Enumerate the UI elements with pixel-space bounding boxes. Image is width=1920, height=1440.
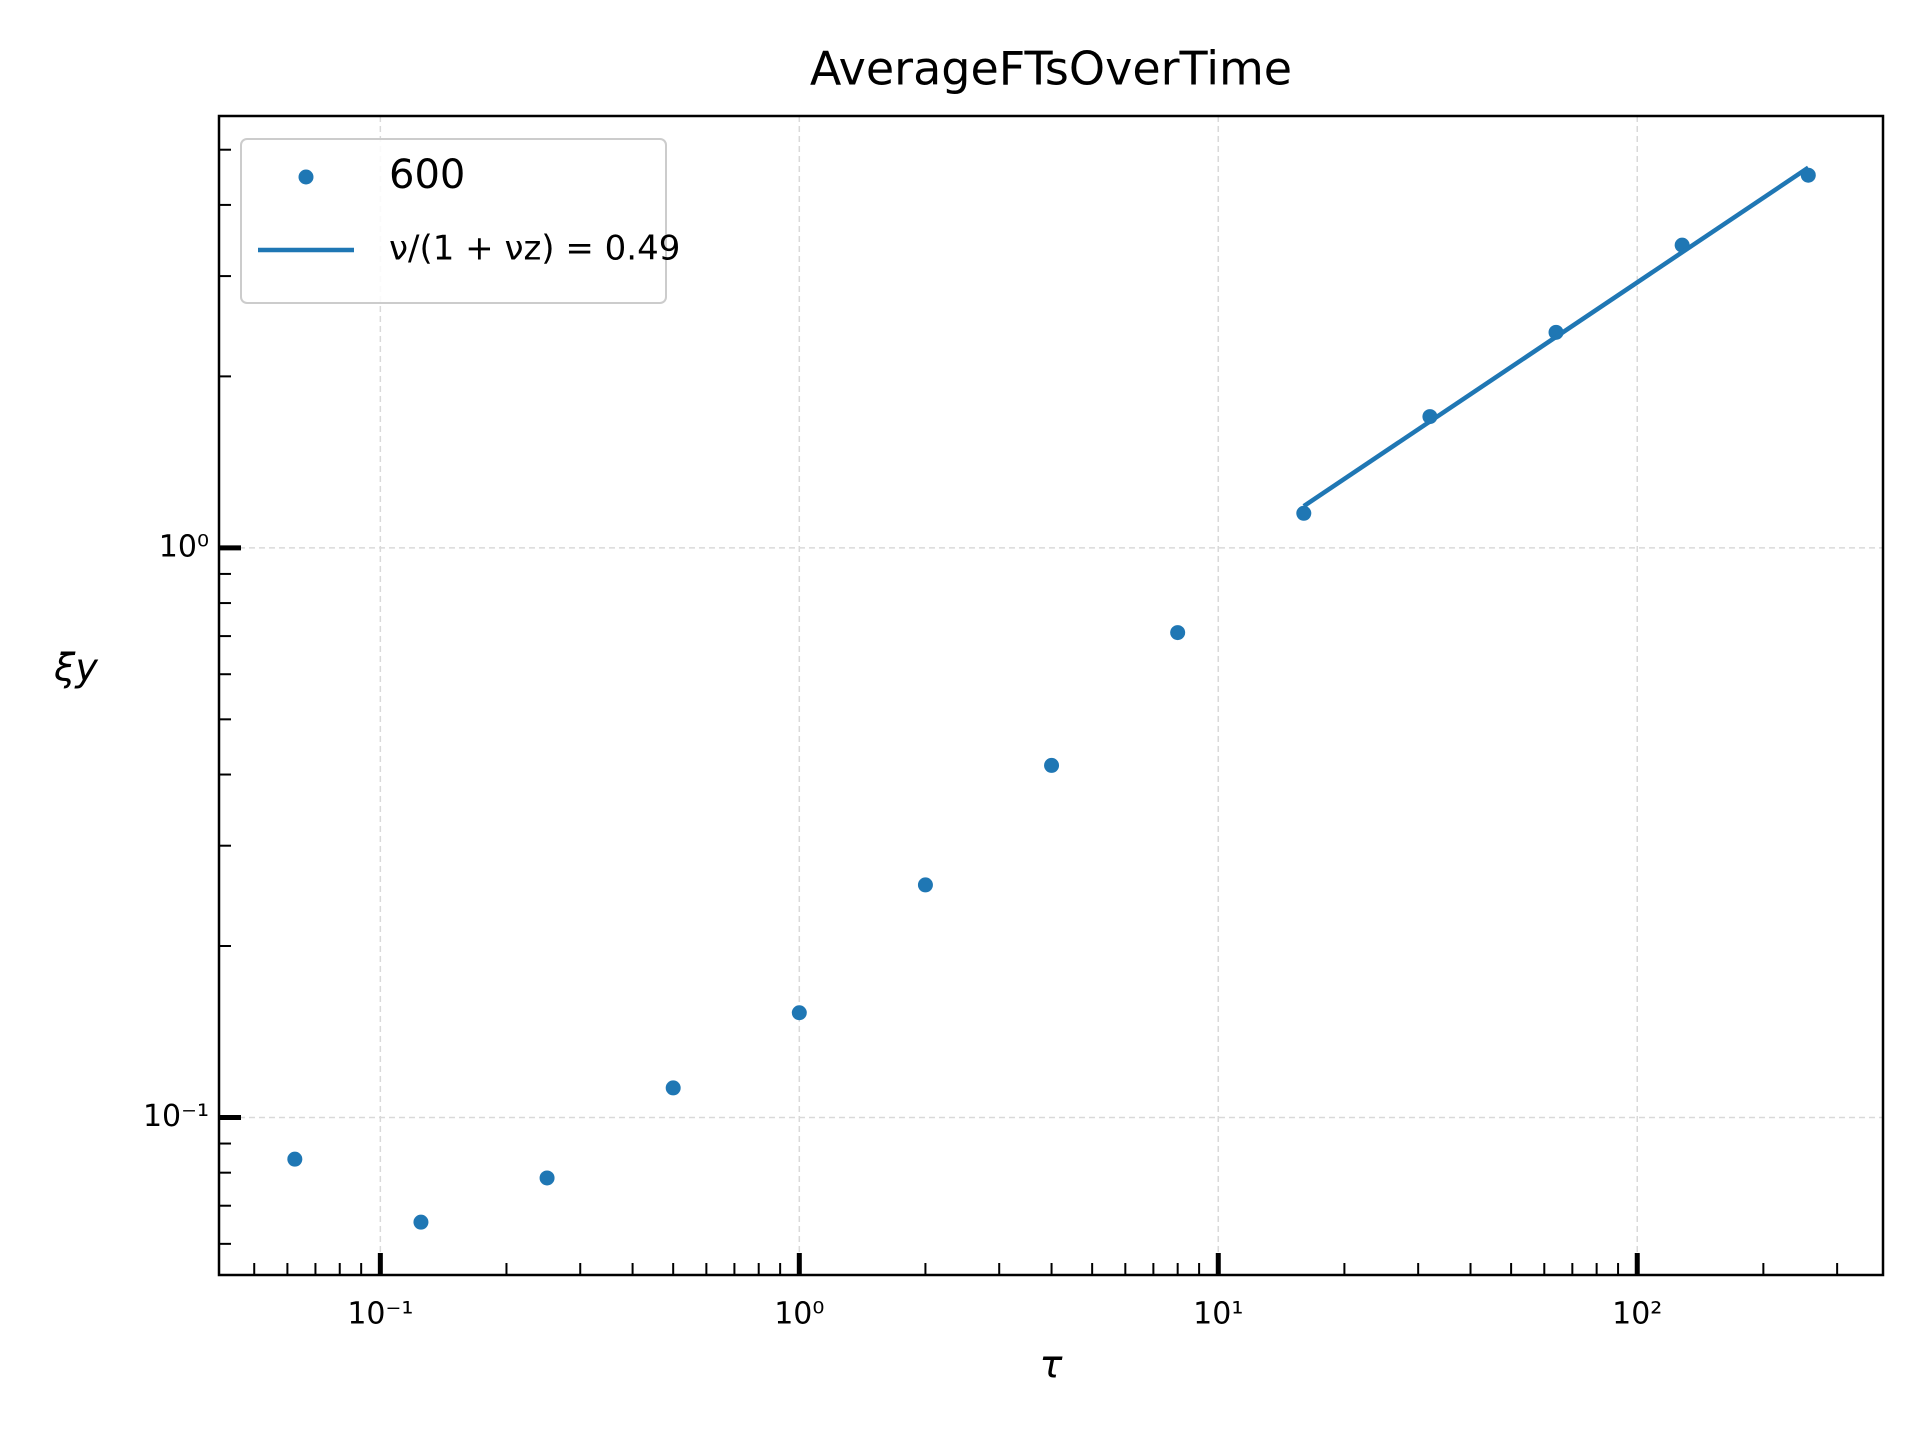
x-tick-label: 10⁻¹ — [347, 1297, 413, 1332]
x-tick-label: 10¹ — [1193, 1297, 1243, 1332]
data-point — [413, 1214, 429, 1230]
legend: 600 ν/(1 + νz) = 0.49 — [240, 138, 680, 304]
data-point — [1296, 505, 1312, 521]
data-point — [791, 1005, 807, 1021]
chart-title: AverageFTsOverTime — [810, 42, 1292, 96]
data-point — [917, 877, 933, 893]
legend-label: ν/(1 + νz) = 0.49 — [389, 229, 680, 269]
x-tick-label: 10² — [1612, 1297, 1662, 1332]
data-point — [1044, 757, 1060, 773]
x-tick-label: 10⁰ — [774, 1297, 824, 1332]
y-tick-label: 10⁰ — [159, 529, 209, 564]
x-axis-label: τ — [1040, 1343, 1064, 1387]
y-tick-label: 10⁻¹ — [143, 1099, 209, 1134]
legend-marker — [298, 169, 314, 185]
data-point — [1170, 625, 1186, 641]
data-point — [665, 1080, 681, 1096]
data-point — [539, 1170, 555, 1186]
legend-box — [240, 138, 667, 304]
y-axis-label: ξy — [53, 646, 98, 690]
data-point — [287, 1151, 303, 1167]
fit-line — [1302, 165, 1810, 508]
plot-frame — [217, 114, 1885, 1277]
legend-label: 600 — [389, 152, 465, 198]
